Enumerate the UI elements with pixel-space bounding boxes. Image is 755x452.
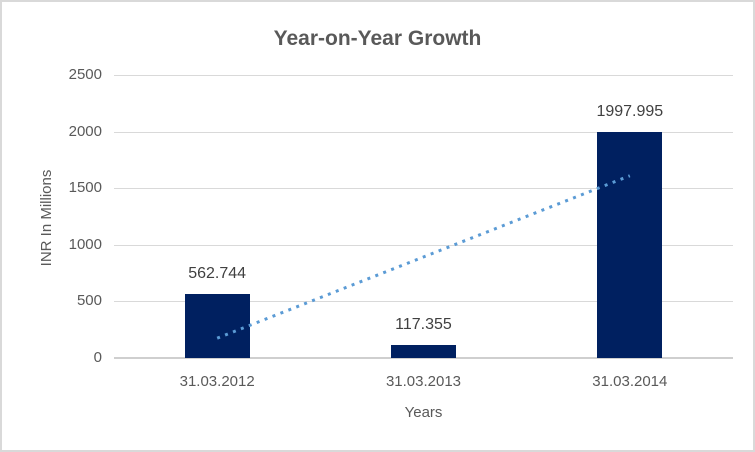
- y-tick-label: 500: [76, 292, 102, 310]
- bar: [597, 131, 663, 358]
- gridline: [114, 75, 733, 76]
- bar-value-label: 562.744: [188, 265, 247, 283]
- bar: [184, 294, 250, 358]
- gridline: [114, 131, 733, 133]
- x-tick-label: 31.03.2013: [385, 373, 462, 390]
- y-tick-label: 1500: [68, 179, 102, 197]
- y-tick-label: 2500: [68, 66, 102, 83]
- y-axis-title: INR In Millions: [38, 169, 55, 267]
- x-axis-line: [114, 357, 733, 359]
- bar: [391, 344, 456, 358]
- y-tick-label: 2000: [68, 122, 102, 140]
- x-tick-label: 31.03.2012: [179, 373, 255, 390]
- x-tick-label: 31.03.2014: [592, 373, 668, 390]
- y-tick-label: 1000: [68, 235, 102, 253]
- bar-value-label: 117.355: [395, 315, 452, 333]
- chart-title: Year-on-Year Growth: [273, 27, 482, 50]
- y-tick-label: 0: [93, 349, 102, 366]
- bar-value-label: 1997.995: [596, 102, 664, 120]
- x-axis-title: Years: [404, 404, 443, 421]
